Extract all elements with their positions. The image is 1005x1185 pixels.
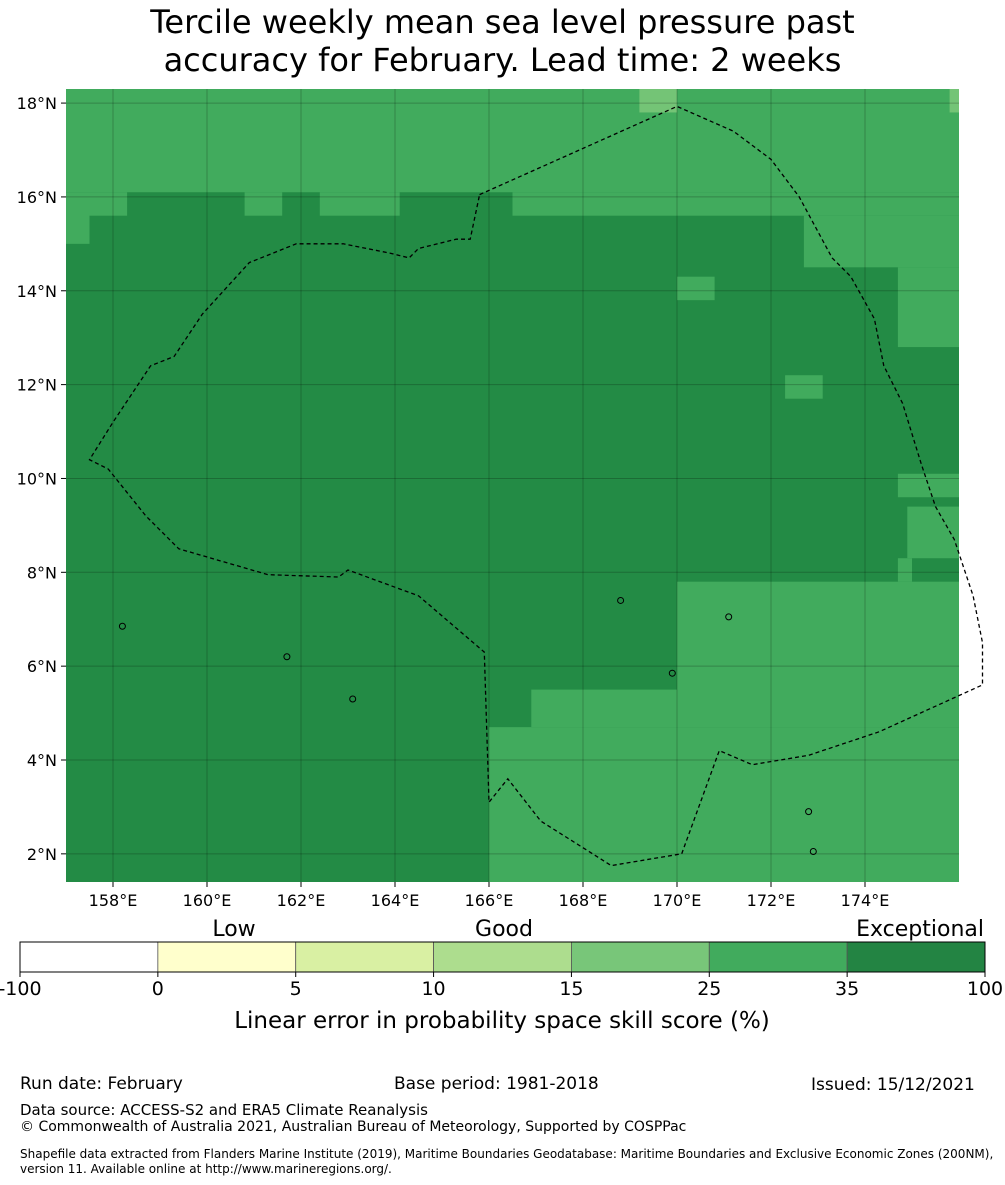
- island-outline: [118, 622, 126, 630]
- axis-layer: 158°E 160°E 162°E 164°E 166°E 168°E 170°E 172°E…: [17, 94, 890, 910]
- chart-title-line-2: accuracy for February. Lead time: 2 week…: [163, 41, 842, 79]
- eez-boundary-layer: [88, 105, 984, 867]
- shapefile-credit-1: Shapefile data extracted from Flanders M…: [20, 1147, 994, 1161]
- colorbar-segment: [846, 941, 986, 973]
- chart-svg: 158°E 160°E 162°E 164°E 166°E 168°E 170°E 172°E…: [0, 89, 1003, 1034]
- x-tick-label: 174°E: [841, 891, 890, 910]
- colorbar-segment: [571, 941, 710, 973]
- colorbar-axis-label: Linear error in probability space skill …: [234, 1008, 770, 1034]
- colorbar-segment: [19, 941, 159, 973]
- skill-region-25-35: [785, 375, 823, 399]
- skill-region-25-35: [89, 192, 128, 216]
- skill-region-25-35: [677, 276, 715, 301]
- colorbar-quality-label: Exceptional: [856, 917, 984, 942]
- x-tick-label: 158°E: [89, 891, 138, 910]
- island-outline: [805, 808, 813, 816]
- skill-region-25-35: [66, 192, 90, 244]
- skill-region-25-35: [897, 267, 959, 348]
- skill-region-25-35: [512, 192, 959, 216]
- x-tick-label: 170°E: [653, 891, 702, 910]
- colorbar-tick-label: 15: [559, 978, 583, 1000]
- chart-title-line-1: Tercile weekly mean sea level pressure p…: [150, 3, 855, 41]
- y-tick-label: 8°N: [27, 563, 57, 582]
- colorbar-tick-label: 25: [697, 978, 721, 1000]
- data-source: Data source: ACCESS-S2 and ERA5 Climate …: [20, 1101, 428, 1119]
- colorbar-quality-label: Good: [475, 917, 533, 942]
- island-outline: [283, 653, 291, 661]
- x-tick-label: 172°E: [747, 891, 796, 910]
- skill-region-25-35: [897, 558, 912, 582]
- colorbar-segment: [708, 941, 848, 973]
- x-tick-label: 162°E: [277, 891, 326, 910]
- skill-region-25-35: [907, 506, 959, 559]
- y-tick-label: 4°N: [27, 751, 57, 770]
- skill-region-25-35: [66, 89, 959, 193]
- colorbar-quality-label: Low: [212, 917, 255, 942]
- skill-region-15-25: [639, 89, 677, 113]
- grid-layer: [66, 89, 959, 882]
- run-date: Run date: February: [20, 1074, 183, 1094]
- y-tick-label: 16°N: [17, 188, 57, 207]
- island-outline: [617, 596, 625, 604]
- island-outline: [349, 695, 357, 703]
- y-tick-label: 18°N: [17, 94, 57, 113]
- island-outline: [809, 848, 817, 855]
- colorbar-tick-label: 0: [152, 978, 164, 1000]
- x-tick-label: 164°E: [371, 891, 420, 910]
- copyright: © Commonwealth of Australia 2021, Austra…: [20, 1119, 687, 1135]
- colorbar-tick-label: 10: [421, 978, 445, 1000]
- skill-region-25-35: [319, 192, 400, 216]
- colorbar-layer: -100 0 5 10 15 25 35 100 Low Good Exceptional Linea…: [0, 917, 1003, 1034]
- map-layer: [66, 89, 959, 882]
- skill-region-25-35: [531, 689, 677, 728]
- colorbar-frame: [19, 941, 986, 973]
- colorbar-segment: [433, 941, 572, 973]
- y-tick-label: 6°N: [27, 657, 57, 676]
- colorbar-segment: [157, 941, 297, 973]
- skill-region-25-35: [489, 727, 959, 882]
- skill-region-15-25: [949, 89, 959, 113]
- y-tick-label: 12°N: [17, 376, 57, 395]
- colorbar-tick-label: 35: [835, 978, 859, 1000]
- issued-date: Issued: 15/12/2021: [811, 1075, 975, 1095]
- y-tick-label: 14°N: [17, 282, 57, 301]
- colorbar-tick-label: 100: [967, 978, 1003, 1000]
- y-tick-label: 10°N: [17, 469, 57, 488]
- island-outline: [725, 613, 733, 621]
- skill-region-25-35: [897, 473, 959, 498]
- colorbar-segment: [295, 941, 434, 973]
- colorbar-tick-label: 5: [290, 978, 302, 1000]
- shapefile-credit-2: version 11. Available online at http://w…: [20, 1162, 392, 1176]
- island-outline: [668, 669, 676, 677]
- skill-region-25-35: [803, 215, 959, 268]
- skill-region-25-35: [244, 192, 283, 216]
- eez-boundary: [88, 105, 984, 867]
- x-tick-label: 160°E: [183, 891, 232, 910]
- y-tick-label: 2°N: [27, 845, 57, 864]
- skill-region-25-35: [677, 581, 959, 728]
- x-tick-label: 166°E: [465, 891, 514, 910]
- colorbar-tick-label: -100: [0, 978, 42, 1000]
- x-tick-label: 168°E: [559, 891, 608, 910]
- base-period: Base period: 1981-2018: [394, 1074, 599, 1094]
